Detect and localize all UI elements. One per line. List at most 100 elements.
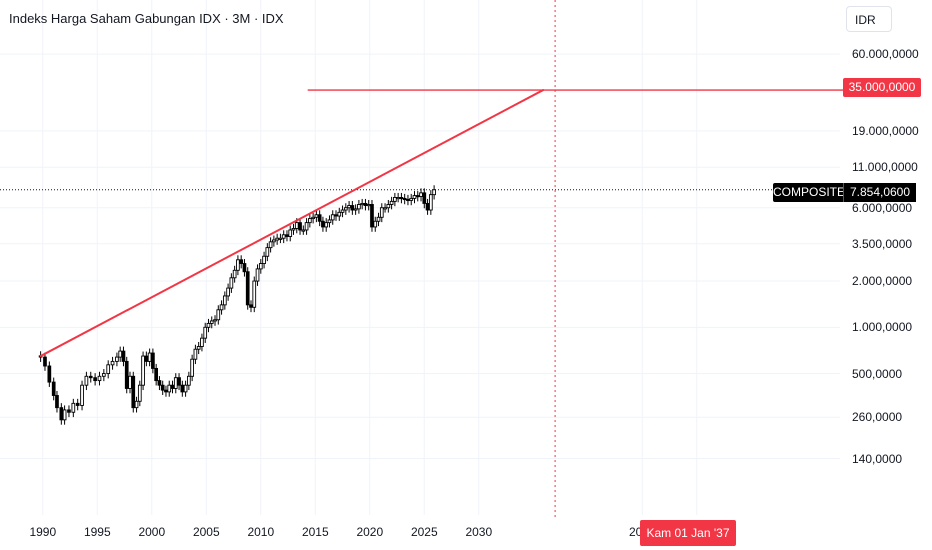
candle [324,218,329,232]
candle [370,199,374,232]
candle-body [376,216,381,222]
candle [432,185,436,200]
candle-body [177,377,181,386]
candle [239,255,244,269]
candle-body [80,384,84,406]
candle [147,348,152,367]
candle [183,380,188,397]
candle [376,212,381,227]
candle [80,380,84,411]
candle [121,346,126,367]
candle [206,318,211,333]
y-tick-label: 260,0000 [852,410,903,425]
candle-body [190,358,194,377]
candle [164,385,168,397]
candle [110,356,115,370]
candle [314,210,319,223]
candle [47,361,52,387]
candle [118,346,123,362]
candle [379,203,384,223]
y-tick-label: 1.000,0000 [852,320,913,335]
candle [51,377,56,401]
candle [137,380,142,407]
trendline[interactable] [39,89,545,358]
candle-body [106,364,111,375]
candle-body [373,220,378,228]
candle-body [187,375,191,386]
candle [226,283,230,301]
candle-body [278,237,283,240]
candle-body [110,360,115,366]
candle-body [239,259,244,264]
candle [422,188,427,209]
candle-body [157,380,162,386]
candle-body [340,209,345,213]
candle-body [206,322,211,328]
candle-body [55,395,59,409]
candle [157,376,162,391]
candle-body [294,222,299,229]
candle [193,344,198,365]
candle [278,233,283,244]
candle [298,218,302,235]
candle [366,199,371,211]
candle [154,363,159,386]
candle [311,212,315,224]
candle [131,371,136,413]
candle-body [229,277,234,289]
candle-body [216,309,221,321]
candle [275,233,279,245]
candle [258,259,263,274]
y-tick-label: 60.000,0000 [852,47,919,62]
candle-body [327,219,332,224]
candle-body [275,237,279,241]
candles [38,185,436,425]
candle-body [314,214,319,218]
candle-body [131,375,136,409]
candle-body [222,295,227,306]
candle [321,216,325,232]
candle [343,203,348,215]
candle-body [59,407,64,421]
candle-body [298,222,302,231]
candle-body [366,204,371,207]
candle [334,210,338,221]
candle [262,251,266,269]
x-tick-label: 2000 [138,525,166,539]
candle-body [137,384,142,402]
candle [304,218,309,235]
y-tick-label: 3.500,0000 [852,236,913,251]
candle-body [180,384,185,393]
candle-body [219,304,224,311]
currency-selector[interactable]: IDR [846,6,892,32]
candle [134,396,139,413]
candle-body [173,377,178,389]
candle [393,192,397,207]
candle-body [242,263,247,273]
candle-body [213,319,217,322]
candle-body [134,400,139,409]
candle-body [51,381,56,396]
candle-body [154,367,159,382]
candle-body [330,214,335,221]
candle-body [412,195,417,199]
candle-body [97,375,102,382]
candle [43,352,47,371]
candle [265,243,270,262]
trendline-layer[interactable] [39,89,843,358]
candle [249,300,253,313]
candle [141,351,145,391]
candle [425,198,430,215]
candle [245,267,250,310]
candle [177,373,181,391]
candle [347,201,351,213]
candle [196,341,201,355]
candle [360,198,365,210]
candle-body [232,269,237,279]
candle [62,405,67,425]
candle [97,371,102,386]
candle-body [144,355,149,362]
y-tick-label: 11.000,0000 [852,160,918,175]
candle [242,259,247,277]
